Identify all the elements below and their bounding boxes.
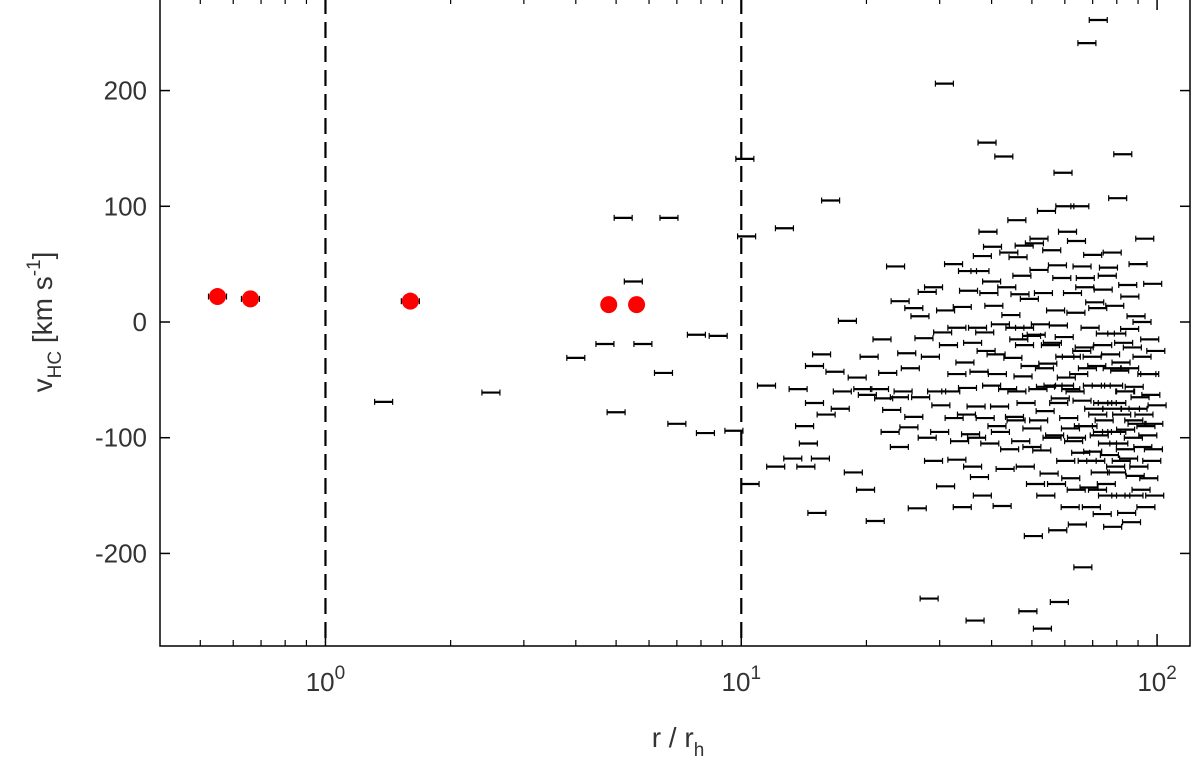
x-tick-label: 100 bbox=[306, 663, 346, 697]
x-tick-label: 102 bbox=[1137, 663, 1177, 697]
reference-lines bbox=[324, 0, 743, 646]
data-marks bbox=[207, 16, 1167, 632]
highlight-point bbox=[209, 288, 227, 306]
y-tick-label: -200 bbox=[95, 538, 147, 568]
highlight-point bbox=[628, 296, 646, 314]
highlight-point bbox=[600, 296, 618, 314]
highlight-point bbox=[241, 290, 259, 308]
plot-area bbox=[159, 0, 1191, 647]
y-tick-label: -100 bbox=[95, 423, 147, 453]
axes: 200 100 0 -100 -200 100 101 102 bbox=[95, 0, 1190, 697]
y-axis-label: vHC [km s-1] bbox=[24, 252, 66, 393]
y-tick-label: 200 bbox=[104, 76, 147, 106]
x-axis-label: r / rh bbox=[652, 722, 705, 761]
y-tick-label: 100 bbox=[104, 191, 147, 221]
x-tick-label: 101 bbox=[722, 663, 762, 697]
y-tick-label: 0 bbox=[133, 307, 147, 337]
highlight-point bbox=[401, 292, 419, 310]
